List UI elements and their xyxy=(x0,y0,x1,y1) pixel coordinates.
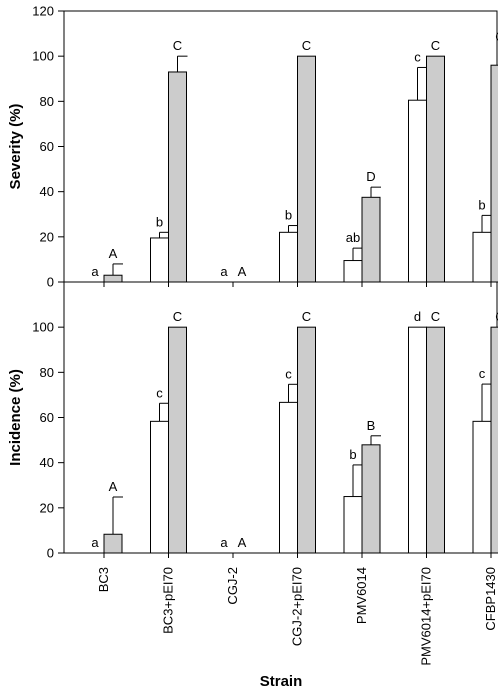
significance-label: C xyxy=(495,29,498,44)
bar xyxy=(103,533,123,554)
y-tick-label: 60 xyxy=(40,139,54,154)
significance-label: d xyxy=(414,309,421,324)
significance-label: C xyxy=(173,38,182,53)
significance-label: C xyxy=(431,309,440,324)
bar xyxy=(279,401,298,554)
significance-label: a xyxy=(91,264,99,279)
y-tick-label: 40 xyxy=(40,184,54,199)
bar xyxy=(472,420,492,554)
significance-label: C xyxy=(302,309,311,324)
significance-label: C xyxy=(431,38,440,53)
significance-label: a xyxy=(91,535,99,550)
x-axis-tick-labels: BC3 BC3+pEI70 CGJ-2 CGJ-2+pEI70 PMV6014 PMV60… xyxy=(96,567,498,666)
significance-label: a xyxy=(220,264,228,279)
significance-label: c xyxy=(414,49,421,64)
significance-label: b xyxy=(285,208,292,223)
y-axis-title: Incidence (%) xyxy=(7,369,24,466)
bar xyxy=(150,237,169,283)
bar xyxy=(150,420,169,554)
significance-label: A xyxy=(238,535,247,550)
x-tick-label: CGJ-2+pEI70 xyxy=(290,567,305,646)
bar xyxy=(343,496,363,554)
bar xyxy=(103,274,123,283)
significance-label: A xyxy=(109,479,118,494)
significance-label: C xyxy=(495,309,498,324)
bar xyxy=(343,260,363,283)
significance-label: C xyxy=(302,38,311,53)
significance-label: A xyxy=(238,264,247,279)
y-tick-label: 100 xyxy=(32,320,54,335)
significance-label: B xyxy=(367,418,376,433)
significance-label: A xyxy=(109,246,118,261)
bar xyxy=(490,64,498,283)
bar xyxy=(361,444,381,554)
panel-2: 0 20 40 60 80 100 Incidence (%) a c a c b d c A C A C B C C xyxy=(7,281,498,561)
bar xyxy=(168,71,187,283)
x-tick-label: BC3 xyxy=(96,567,111,592)
x-tick-label: PMV6014 xyxy=(354,567,369,624)
bar xyxy=(279,231,298,283)
bar xyxy=(168,326,187,554)
bar xyxy=(490,326,498,554)
significance-label: c xyxy=(479,366,486,381)
bar xyxy=(408,326,427,554)
bar xyxy=(426,326,445,554)
significance-label: b xyxy=(156,214,163,229)
y-axis-title: Severity (%) xyxy=(7,104,24,190)
significance-label: C xyxy=(173,309,182,324)
significance-label: a xyxy=(220,535,228,550)
bar xyxy=(297,55,316,283)
significance-label: c xyxy=(285,366,292,381)
bar xyxy=(472,231,492,283)
y-tick-label: 0 xyxy=(47,275,54,290)
significance-label: c xyxy=(156,385,163,400)
significance-label: ab xyxy=(346,230,360,245)
x-tick-label: PMV6014+pEI70 xyxy=(419,567,434,666)
significance-label: b xyxy=(349,447,356,462)
x-tick-label: BC3+pEI70 xyxy=(161,567,176,634)
y-tick-label: 60 xyxy=(40,410,54,425)
y-tick-label: 100 xyxy=(32,49,54,64)
y-tick-label: 20 xyxy=(40,229,54,244)
bar xyxy=(361,196,381,283)
bar xyxy=(426,55,445,283)
y-tick-label: 120 xyxy=(32,4,54,19)
y-tick-label: 20 xyxy=(40,500,54,515)
significance-label: D xyxy=(366,169,375,184)
y-tick-label: 40 xyxy=(40,455,54,470)
x-axis-title: Strain xyxy=(260,673,303,690)
y-tick-label: 80 xyxy=(40,365,54,380)
x-tick-label: CGJ-2 xyxy=(225,567,240,605)
significance-label: b xyxy=(478,197,485,212)
bar xyxy=(408,99,427,283)
y-tick-label: 0 xyxy=(47,546,54,561)
x-tick-label: CFBP1430 xyxy=(483,567,498,631)
bar xyxy=(297,326,316,554)
y-tick-label: 80 xyxy=(40,94,54,109)
